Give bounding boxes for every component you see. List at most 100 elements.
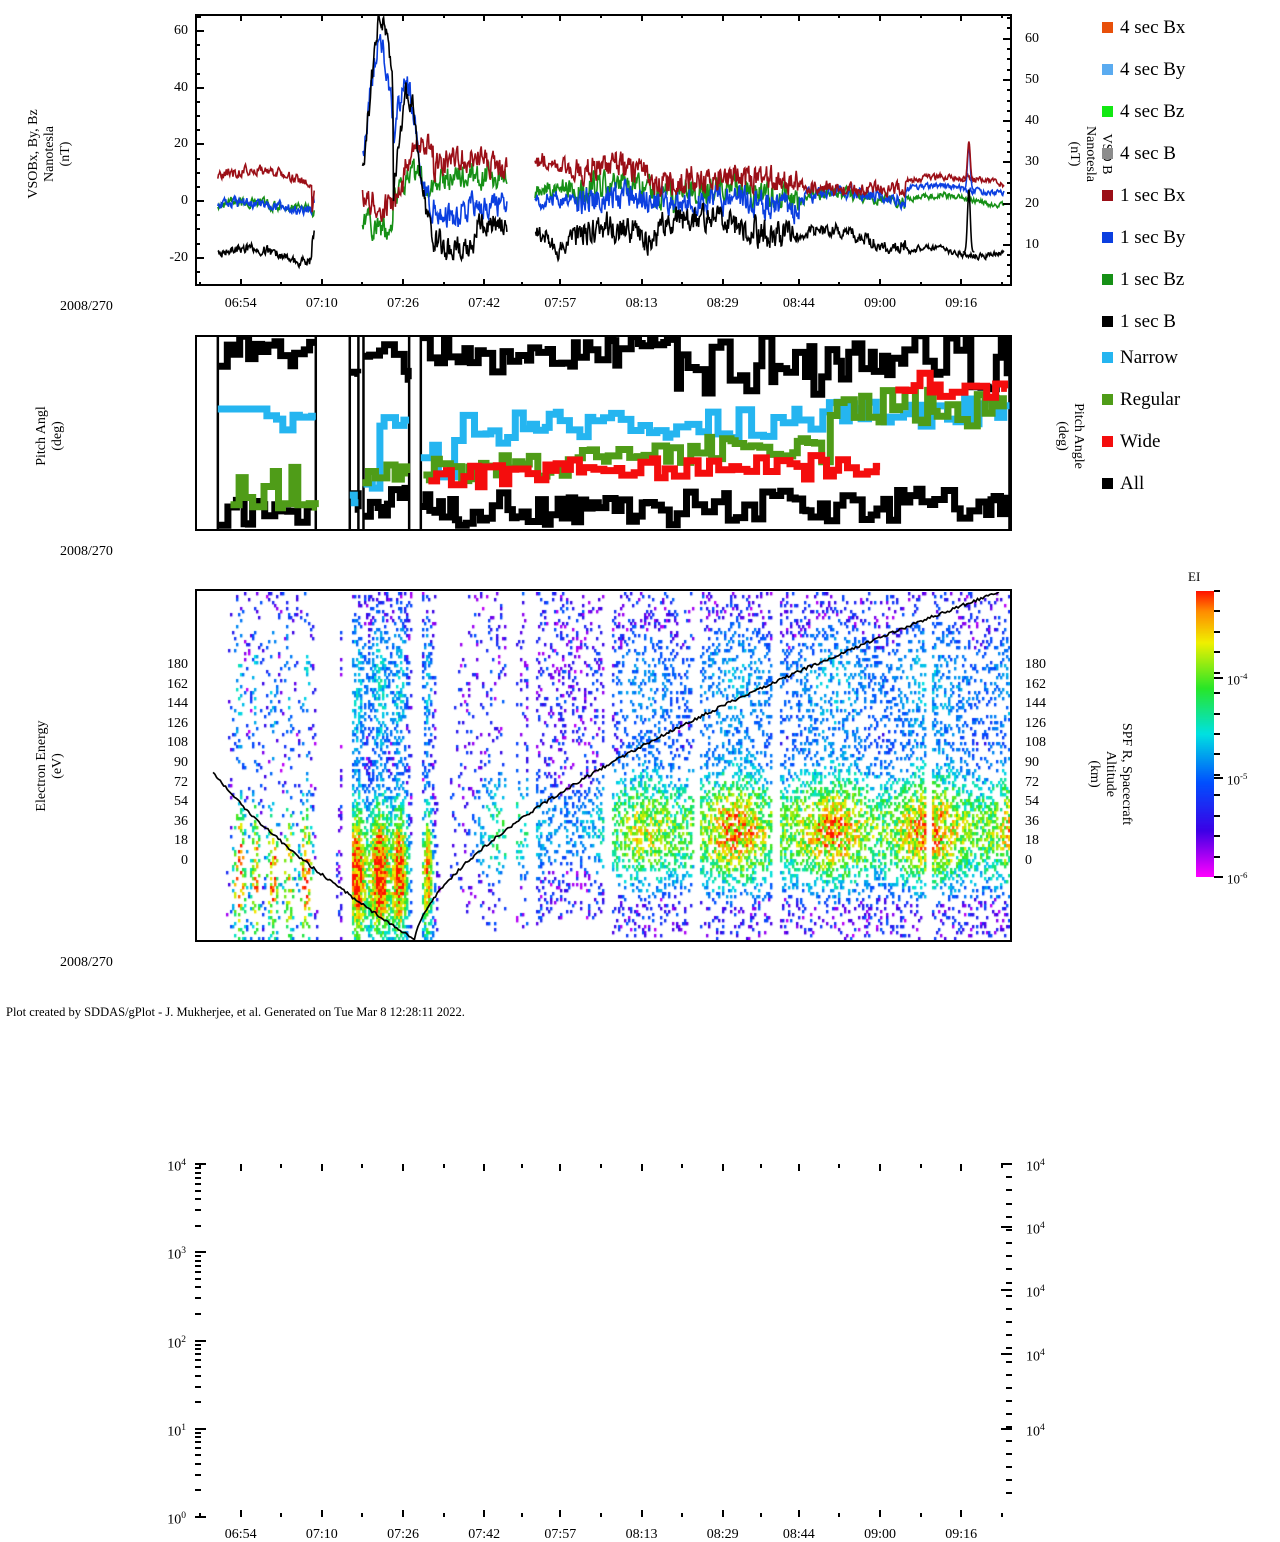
tick-label: 103	[167, 1246, 186, 1263]
legend-item-1-sec-b[interactable]: 1 sec B	[1102, 312, 1176, 331]
axis-tick	[599, 1513, 602, 1517]
axis-tick	[195, 1343, 201, 1346]
legend: 4 sec Bx 4 sec By 4 sec Bz 4 sec B 1 sec Bx 1…	[1070, 0, 1280, 540]
axis-tick	[1007, 99, 1012, 102]
axis-tick	[195, 1353, 201, 1356]
legend-swatch-icon	[1102, 106, 1113, 117]
axis-tick	[1006, 1439, 1012, 1442]
legend-item-4-sec-b[interactable]: 4 sec B	[1102, 144, 1176, 163]
axis-tick	[1006, 1452, 1012, 1455]
axis-tick	[239, 14, 242, 21]
axis-tick	[1006, 1294, 1012, 1297]
colorbar-tick-label: 10-5	[1227, 771, 1248, 788]
axis-tick	[195, 1436, 201, 1439]
axis-tick	[280, 282, 283, 286]
axis-tick	[1006, 1163, 1012, 1165]
axis-tick	[960, 14, 963, 21]
legend-item-label: 4 sec B	[1120, 143, 1176, 164]
legend-item-1-sec-bx[interactable]: 1 sec Bx	[1102, 186, 1185, 205]
colorbar-minor-tick	[1214, 590, 1220, 592]
axis-tick	[195, 44, 200, 47]
legend-item-narrow[interactable]: Narrow	[1102, 348, 1178, 367]
axis-tick	[195, 200, 204, 202]
colorbar-minor-tick	[1214, 876, 1220, 878]
tick-label: -20	[169, 249, 188, 265]
tick-label: 72	[1025, 774, 1039, 790]
legend-item-4-sec-by[interactable]: 4 sec By	[1102, 60, 1185, 79]
axis-tick	[402, 1164, 405, 1171]
axis-tick	[1003, 161, 1012, 164]
axis-tick	[879, 1510, 882, 1517]
axis-tick	[559, 279, 562, 286]
tick-label: 08:29	[706, 1527, 739, 1542]
axis-tick	[195, 1277, 201, 1280]
axis-tick	[1006, 1189, 1012, 1192]
tick-label: 104	[1026, 1347, 1045, 1365]
panel1-date-label: 2008/270	[60, 299, 113, 314]
tick-label: 104	[167, 1158, 186, 1175]
tick-label: 100	[167, 1511, 186, 1528]
tick-label: 0	[181, 193, 188, 208]
tick-label: 90	[1025, 755, 1039, 770]
tick-label: 104	[1026, 1220, 1045, 1238]
legend-item-4-sec-bx[interactable]: 4 sec Bx	[1102, 18, 1185, 37]
axis-tick	[320, 1164, 323, 1171]
axis-tick	[759, 1164, 762, 1168]
axis-tick	[195, 1401, 201, 1404]
tick-label: 40	[1025, 113, 1039, 129]
panel3-right-axis-title-line2: Altitude	[1103, 751, 1118, 797]
axis-tick	[361, 282, 364, 286]
tick-label: 162	[1025, 676, 1046, 692]
axis-tick	[320, 14, 323, 21]
axis-tick	[483, 1164, 486, 1171]
axis-tick	[195, 1348, 201, 1351]
tick-label: 09:16	[945, 296, 978, 311]
legend-item-wide[interactable]: Wide	[1102, 432, 1160, 451]
axis-tick	[759, 14, 762, 18]
tick-label: 104	[1026, 1284, 1045, 1302]
axis-tick	[239, 1164, 242, 1171]
axis-tick	[1000, 14, 1003, 18]
legend-swatch-icon	[1102, 64, 1113, 75]
legend-swatch-icon	[1102, 478, 1113, 489]
axis-tick	[195, 171, 200, 174]
axis-tick	[195, 129, 200, 132]
axis-tick	[402, 1510, 405, 1517]
legend-item-regular[interactable]: Regular	[1102, 390, 1180, 409]
panel2-canvas	[216, 335, 1011, 531]
axis-tick	[521, 14, 524, 18]
axis-tick	[1006, 1334, 1012, 1337]
axis-tick	[879, 1164, 882, 1171]
axis-tick	[199, 14, 202, 18]
legend-item-label: 1 sec By	[1120, 227, 1186, 248]
axis-tick	[599, 1164, 602, 1168]
axis-tick	[797, 279, 800, 286]
plot-page: VSOBx, By, Bz Nanotesla (nT) VSO B Nanot…	[6, 0, 1280, 1542]
axis-tick	[195, 72, 200, 75]
legend-item-4-sec-bz[interactable]: 4 sec Bz	[1102, 102, 1184, 121]
axis-tick	[442, 14, 445, 18]
axis-tick	[195, 1431, 201, 1434]
axis-tick	[838, 1513, 841, 1517]
axis-tick	[195, 1374, 201, 1377]
colorbar-tick-label: 10-6	[1227, 870, 1248, 887]
colorbar-tick	[1214, 777, 1223, 780]
axis-tick	[559, 1164, 562, 1171]
axis-tick	[599, 14, 602, 18]
axis-tick	[1007, 68, 1012, 71]
colorbar-minor-tick	[1214, 610, 1220, 613]
axis-tick	[1006, 1373, 1012, 1376]
legend-swatch-icon	[1102, 148, 1113, 159]
axis-tick	[483, 14, 486, 21]
axis-tick	[879, 14, 882, 21]
axis-tick	[195, 1251, 206, 1254]
axis-tick	[1006, 1202, 1012, 1205]
legend-item-1-sec-by[interactable]: 1 sec By	[1102, 228, 1185, 247]
legend-item-all[interactable]: All	[1102, 474, 1144, 493]
legend-item-1-sec-bz[interactable]: 1 sec Bz	[1102, 270, 1184, 289]
axis-tick	[442, 282, 445, 286]
axis-tick	[483, 1510, 486, 1517]
axis-tick	[483, 279, 486, 286]
axis-tick	[838, 1164, 841, 1168]
tick-label: 180	[1025, 657, 1046, 672]
